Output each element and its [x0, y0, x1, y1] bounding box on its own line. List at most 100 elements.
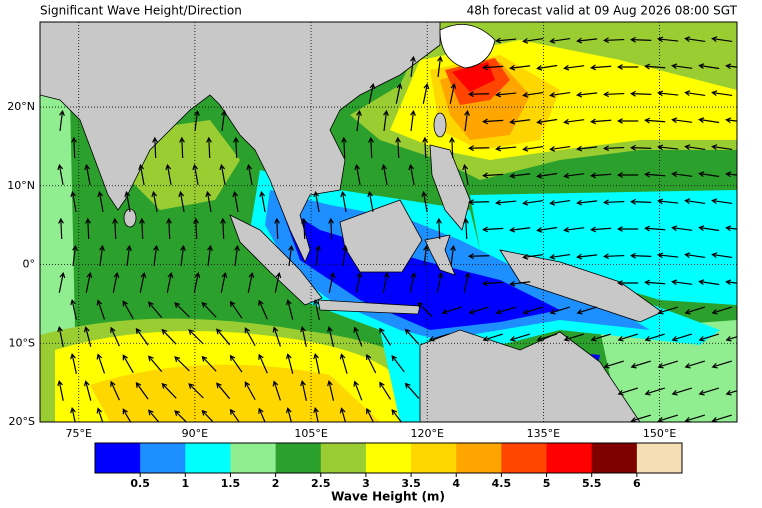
direction-arrow: [192, 163, 199, 185]
direction-arrow: [96, 299, 106, 320]
direction-arrow: [355, 271, 363, 293]
direction-arrow: [339, 353, 348, 374]
direction-arrow: [422, 82, 430, 104]
graticule: [40, 22, 737, 422]
direction-arrow: [482, 226, 504, 233]
direction-arrow: [463, 271, 471, 293]
direction-arrow: [207, 244, 213, 266]
direction-arrow: [152, 136, 158, 159]
lat-label: 0°: [23, 258, 36, 271]
direction-arrow: [327, 380, 335, 401]
direction-arrow: [657, 198, 679, 205]
direction-arrow: [462, 163, 469, 185]
direction-arrow: [495, 306, 516, 315]
direction-arrow: [58, 271, 66, 293]
direction-arrow: [698, 387, 719, 396]
direction-arrow: [603, 37, 625, 44]
direction-arrow: [725, 225, 737, 232]
direction-arrow: [576, 37, 598, 44]
direction-arrow: [536, 118, 558, 125]
direction-arrow: [83, 380, 92, 401]
colorbar-swatch: [456, 443, 502, 473]
land-island: [317, 299, 421, 315]
direction-arrow: [70, 353, 77, 374]
direction-arrow: [549, 199, 571, 206]
direction-arrow: [590, 172, 612, 179]
direction-arrow: [657, 90, 679, 97]
forecast-valid: 48h forecast valid at 09 Aug 2026 08:00 …: [467, 4, 738, 18]
colorbar-swatch: [636, 443, 683, 473]
direction-arrow: [139, 271, 147, 293]
direction-arrow: [711, 90, 733, 97]
direction-arrow: [112, 271, 120, 293]
direction-arrow: [174, 410, 188, 422]
direction-arrow: [391, 409, 403, 422]
colorbar-swatch: [365, 443, 412, 473]
direction-arrow: [367, 190, 374, 212]
direction-arrow: [194, 109, 200, 131]
direction-arrow: [96, 353, 106, 374]
direction-arrow: [353, 380, 363, 401]
direction-arrow: [135, 381, 149, 400]
direction-arrow: [698, 279, 720, 286]
direction-arrow: [563, 226, 585, 233]
direction-arrow: [368, 82, 376, 104]
direction-arrow: [576, 199, 598, 206]
direction-arrow: [246, 163, 253, 185]
direction-arrow: [495, 199, 517, 206]
direction-arrow: [138, 163, 145, 185]
direction-arrow: [644, 279, 666, 286]
direction-arrow: [522, 306, 543, 315]
direction-arrow: [698, 225, 720, 232]
direction-arrow: [495, 37, 517, 44]
colorbar-tick-label: 2: [272, 477, 280, 490]
direction-arrow: [698, 171, 720, 178]
direction-arrow: [232, 190, 239, 212]
direction-arrow: [315, 244, 321, 266]
direction-arrow: [536, 333, 557, 342]
direction-arrow: [233, 136, 239, 159]
direction-arrow: [684, 144, 706, 151]
direction-arrow: [698, 333, 719, 342]
direction-arrow: [549, 37, 571, 44]
direction-arrow: [436, 217, 442, 240]
direction-arrow: [725, 117, 737, 124]
direction-arrow: [83, 326, 92, 347]
direction-arrow: [630, 360, 651, 369]
direction-arrow: [468, 145, 490, 152]
lat-label: 20°S: [9, 415, 35, 428]
direction-arrow: [201, 355, 217, 372]
lon-label: 90°E: [182, 427, 208, 440]
direction-arrow: [563, 118, 585, 125]
direction-arrow: [340, 190, 347, 212]
direction-arrow: [711, 198, 733, 205]
direction-arrow: [590, 333, 611, 342]
direction-arrow: [328, 271, 336, 293]
colorbar-tick-label: 4.5: [492, 477, 512, 490]
direction-arrow: [366, 353, 377, 374]
direction-arrow: [221, 109, 227, 131]
direction-arrow: [468, 253, 490, 260]
lon-label: 120°E: [410, 427, 443, 440]
direction-arrow: [124, 190, 131, 212]
field-region: [470, 190, 737, 305]
direction-arrow: [671, 225, 693, 232]
land-island: [424, 234, 456, 276]
land-australia: [419, 329, 641, 422]
direction-arrow: [617, 387, 638, 396]
field-region: [90, 364, 380, 422]
land-mainland: [40, 22, 441, 263]
direction-arrow: [698, 63, 720, 70]
direction-arrow: [509, 280, 531, 287]
direction-arrow: [590, 226, 612, 233]
direction-arrow: [85, 217, 91, 240]
direction-arrow: [313, 190, 320, 212]
direction-arrow: [258, 299, 268, 320]
direction-arrow: [272, 326, 281, 347]
lat-label: 10°S: [9, 336, 35, 349]
direction-arrow: [684, 198, 706, 205]
direction-arrow: [288, 244, 294, 266]
direction-arrow: [229, 408, 240, 422]
direction-arrow: [220, 217, 226, 240]
direction-arrow: [495, 145, 517, 152]
